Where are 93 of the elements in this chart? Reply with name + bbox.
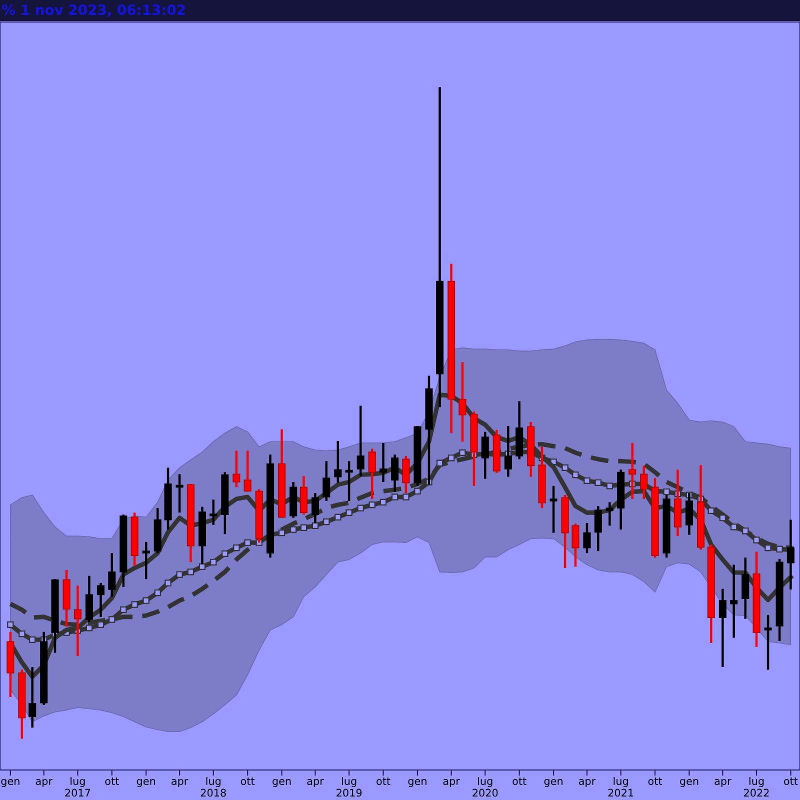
candlestick: [458, 361, 466, 443]
candlestick: [356, 404, 364, 478]
point: [120, 606, 127, 614]
candlestick: [764, 614, 772, 671]
candlestick: [142, 540, 150, 580]
point: [402, 494, 410, 500]
candlestick: [594, 505, 602, 552]
candlestick: [108, 552, 116, 598]
x-tick-label: lug 2021: [608, 776, 634, 797]
point: [459, 449, 466, 456]
candlestick: [345, 460, 353, 502]
point: [323, 518, 330, 526]
point: [198, 563, 206, 570]
point: [663, 488, 670, 496]
point: [29, 636, 36, 644]
point: [142, 597, 150, 604]
x-tick-label: apr: [443, 779, 460, 788]
x-tick-label: apr: [714, 779, 732, 788]
point: [742, 528, 749, 534]
x-tick-label: gen: [408, 779, 426, 788]
x-tick-label: ott: [105, 778, 119, 786]
point: [562, 464, 568, 472]
x-tick-label: ott: [648, 778, 662, 786]
point: [233, 544, 240, 552]
point: [312, 522, 319, 529]
point: [572, 472, 579, 478]
candlestick: [210, 498, 218, 526]
point: [414, 488, 421, 494]
point: [244, 539, 251, 546]
point: [448, 454, 455, 462]
candlestick: [550, 484, 558, 534]
point: [187, 568, 194, 576]
candlestick: [380, 442, 388, 484]
point: [368, 501, 376, 508]
x-tick-label: ott: [376, 778, 390, 786]
point: [210, 558, 217, 566]
x-tick-label: lug 2020: [472, 776, 498, 797]
x-tick-label: lug 2017: [65, 776, 90, 797]
candlestick: [322, 460, 330, 502]
candlestick: [334, 440, 342, 484]
point: [7, 621, 14, 628]
x-tick-label: apr: [578, 779, 596, 788]
candlestick: [730, 564, 738, 639]
x-tick-label: ott: [784, 778, 798, 786]
point: [357, 504, 364, 512]
candlestick: [606, 501, 614, 527]
x-tick-label: ott: [512, 778, 526, 786]
point: [154, 589, 161, 596]
x-tick-label: apr: [307, 779, 324, 788]
point: [753, 536, 760, 544]
point: [334, 514, 342, 521]
candlestick: [28, 666, 36, 729]
point: [594, 479, 602, 486]
candlestick: [244, 450, 252, 493]
candlestick: [232, 450, 240, 488]
point: [131, 601, 138, 608]
point: [776, 546, 783, 552]
candlestick: [583, 522, 591, 554]
candlestick: [391, 454, 399, 493]
x-tick-label: gen: [136, 779, 156, 788]
point: [18, 630, 26, 638]
point: [300, 524, 308, 531]
point: [606, 482, 613, 490]
point: [391, 494, 398, 500]
point: [730, 524, 738, 530]
x-tick-label: apr: [172, 779, 188, 788]
x-tick-label: lug 2019: [336, 776, 362, 797]
candlestick: [176, 473, 184, 514]
x-tick-label: lug 2022: [744, 776, 769, 797]
point: [222, 550, 228, 558]
x-tick-label: lug 2018: [200, 776, 226, 797]
point: [584, 477, 590, 484]
point: [708, 507, 714, 514]
point: [108, 616, 116, 623]
point: [86, 624, 93, 632]
x-tick-label: gen: [272, 779, 291, 788]
candlestick: [572, 522, 580, 568]
point: [436, 460, 444, 466]
candlestick: [718, 588, 726, 668]
x-tick-label: apr: [36, 779, 53, 788]
candlestick: [368, 448, 376, 500]
point: [380, 498, 387, 506]
chart-title: % 1 nov 2023, 06:13:02: [2, 4, 185, 17]
point: [278, 529, 286, 536]
x-tick-label: ott: [240, 778, 255, 786]
candlestick: [96, 582, 105, 618]
point: [346, 509, 352, 516]
point: [290, 526, 297, 533]
point: [164, 580, 172, 586]
x-tick-label: gen: [544, 779, 562, 788]
x-tick-label: gen: [680, 779, 698, 788]
point: [176, 571, 183, 578]
x-tick-label: gen: [1, 779, 20, 788]
